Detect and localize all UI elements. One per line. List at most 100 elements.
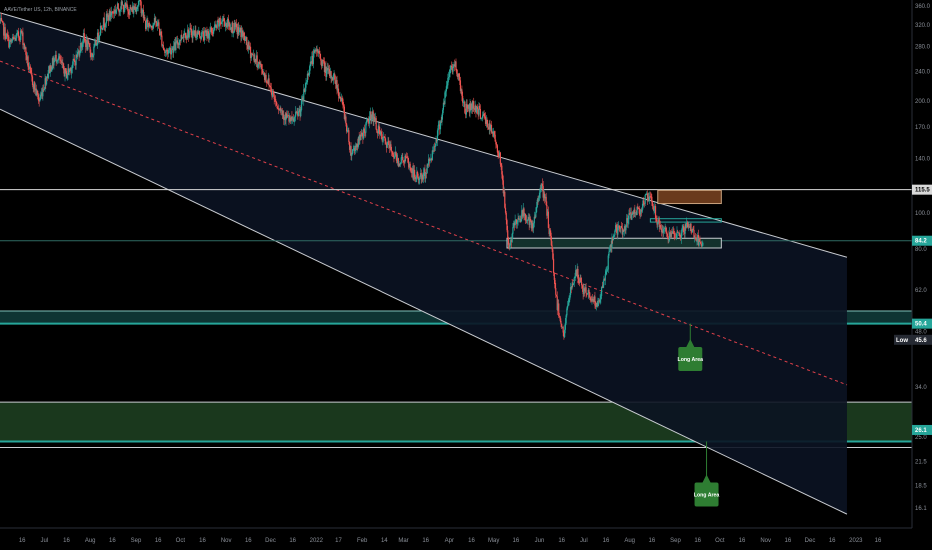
candle-body [169,48,171,50]
candle-body [491,131,493,133]
candle-body [139,0,141,1]
candle-body [600,287,603,296]
candle-body [660,225,662,229]
horizontal-lines[interactable] [0,189,912,242]
candle-body [367,119,369,122]
candle-body [688,226,690,228]
candle-body [103,17,105,27]
candle-body [71,64,74,69]
x-tick-label: 16 [468,538,475,544]
candle-body [266,82,269,84]
candle-body [580,277,582,283]
candle-body [155,21,157,23]
candle-body [385,143,388,148]
candle-body [412,168,414,180]
candle-body [421,175,423,180]
candle-body [61,62,63,64]
candle-body [224,21,226,27]
candle-body [382,136,385,138]
candle-body [648,197,650,201]
candle-body [136,6,139,10]
candle-body [675,237,677,239]
candle-body [136,9,138,12]
candle-body [490,124,493,133]
candle-body [607,255,609,270]
candle-body [581,285,583,289]
candle-body [22,32,24,45]
candle-body [306,73,309,83]
candle-body [576,268,578,277]
candle-body [206,30,208,38]
candle-body [226,23,228,28]
candle-body [129,7,131,15]
candle-body [534,216,536,218]
candle-body [117,3,119,9]
rectangles-layer[interactable] [506,189,722,249]
x-tick-label: Aug [85,538,96,544]
candle-body [620,225,622,229]
candle-body [196,31,198,38]
candle-body [88,41,90,44]
candle-body [357,144,359,147]
candle-body [238,29,241,33]
candle-body [186,36,188,39]
candle-body [442,109,444,115]
x-tick-label: May [488,538,499,544]
candle-body [249,46,252,59]
candle-body [137,4,139,7]
regression-channel[interactable] [0,12,848,515]
candle-body [326,68,329,71]
candle-body [610,244,612,249]
candle-body [79,42,82,53]
candle-body [79,52,81,56]
candle-body [535,206,538,213]
candle-body [64,68,66,77]
candle-body [647,197,649,202]
candle-body [305,83,307,88]
candle-body [263,73,265,75]
candle-body [681,227,683,233]
candle-body [54,54,57,59]
candle-body [493,131,496,135]
candle-body [441,114,443,123]
candle-body [97,32,99,41]
candle-body [280,110,283,112]
candle-body [399,163,401,165]
candle-body [516,219,518,224]
candle-body [255,55,258,62]
candle-body [59,56,61,61]
candle-body [26,54,28,60]
candle-body [668,239,670,241]
candle-body [330,71,332,78]
candle-body [651,202,654,207]
candle-body [23,43,25,45]
candle-body [592,299,595,302]
candle-body [251,53,253,55]
candle-body [388,141,390,146]
candle-body [505,212,507,221]
candle-body [619,227,621,229]
candle-body [407,157,409,163]
candle-body [3,27,6,36]
candle-body [132,6,134,14]
candle-body [18,36,20,38]
candle-body [248,42,250,50]
candle-body [116,8,118,11]
candle-body [85,39,88,48]
candle-body [154,18,156,23]
candle-body [332,75,334,81]
annotations-layer[interactable]: Long Area Long Area [678,323,720,507]
candle-body [44,78,46,89]
candle-body [440,121,442,123]
candle-body [48,66,50,74]
candle-body [397,158,399,163]
candle-body [525,220,527,222]
candle-body [310,61,312,64]
candle-body [371,111,374,120]
candle-body [65,68,67,72]
candle-body [596,303,598,306]
candle-body [383,136,385,138]
candle-body [447,77,449,86]
candle-body [538,192,541,198]
